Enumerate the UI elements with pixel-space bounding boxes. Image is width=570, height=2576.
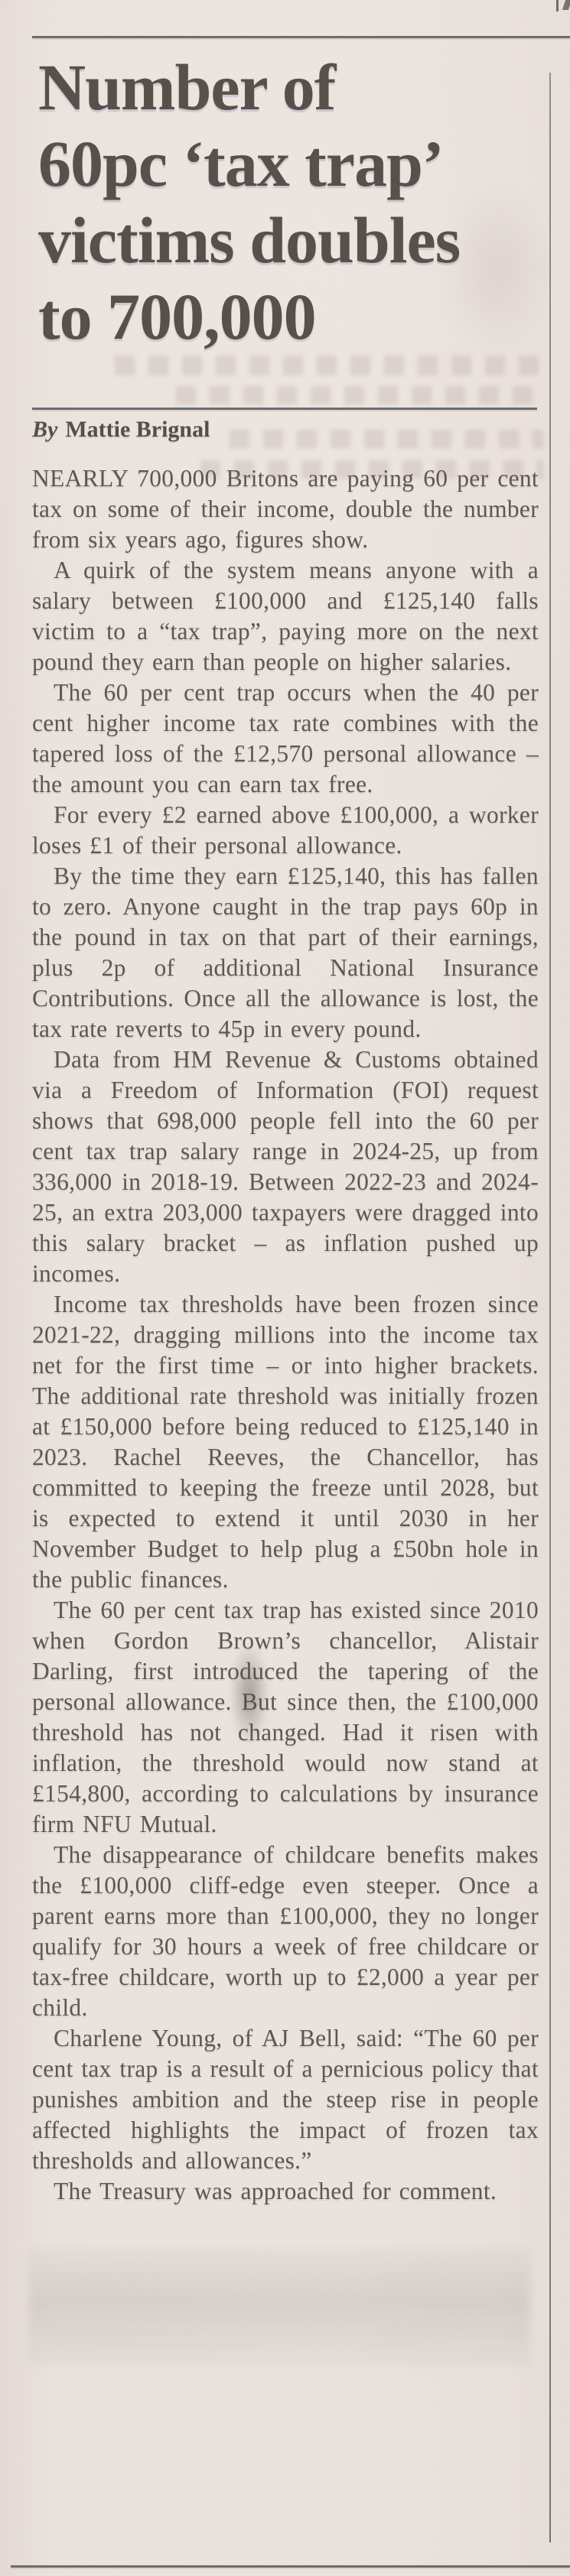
page-edge-print-fragment	[562, 0, 570, 10]
article-paragraph: The 60 per cent trap occurs when the 40 …	[32, 679, 539, 797]
headline: Number of 60pc ‘tax trap’ victims doubles t…	[38, 49, 513, 355]
headline-line: to 700,000	[38, 280, 317, 353]
article-paragraph: The 60 per cent tax trap has existed sin…	[32, 1597, 539, 1837]
ink-smudge	[29, 2248, 530, 2366]
byline: By Mattie Brignal	[32, 417, 210, 443]
article-paragraph: Income tax thresholds have been frozen s…	[32, 1291, 539, 1593]
bleed-through-text	[230, 430, 543, 448]
byline-author: Mattie Brignal	[65, 417, 210, 442]
top-rule	[32, 36, 570, 38]
article-paragraph: By the time they earn £125,140, this has…	[32, 862, 539, 1042]
article-paragraph: Data from HM Revenue & Customs obtained …	[32, 1046, 539, 1287]
article-paragraph: The disappearance of childcare benefits …	[32, 1841, 539, 2021]
bleed-through-text	[176, 386, 543, 404]
headline-line: victims doubles	[38, 203, 461, 277]
column-divider-rule	[549, 73, 551, 2542]
page-edge-print-fragment	[556, 0, 559, 11]
article-body: NEARLY 700,000 Britons are paying 60 per…	[32, 463, 539, 2207]
bottom-rule	[11, 2565, 570, 2568]
bleed-through-text	[115, 356, 543, 375]
article-paragraph: Charlene Young, of AJ Bell, said: “The 6…	[32, 2025, 539, 2174]
headline-line: 60pc ‘tax trap’	[38, 127, 445, 200]
byline-prefix: By	[32, 417, 58, 442]
article-paragraph: NEARLY 700,000 Britons are paying 60 per…	[32, 465, 539, 553]
byline-rule	[32, 408, 537, 410]
headline-line: Number of	[38, 50, 336, 124]
article-paragraph: The Treasury was approached for comment.	[54, 2178, 497, 2204]
article-paragraph: For every £2 earned above £100,000, a wo…	[32, 801, 539, 859]
article-paragraph: A quirk of the system means anyone with …	[32, 557, 539, 675]
